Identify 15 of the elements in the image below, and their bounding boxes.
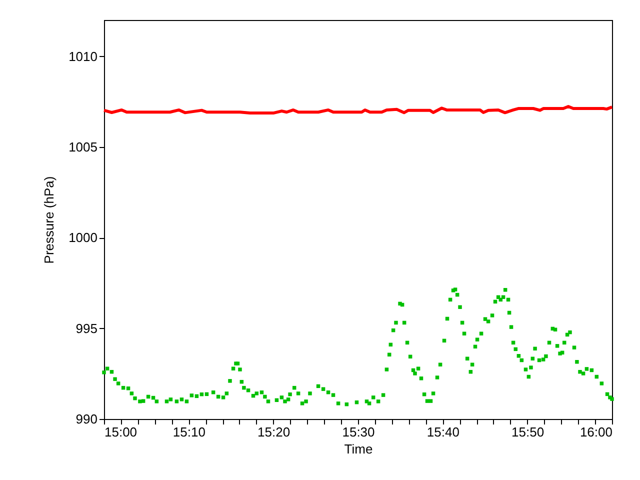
- y-axis-title: Pressure (hPa): [42, 176, 57, 264]
- x-tick-label: 15:20: [258, 424, 290, 440]
- line-series: [102, 105, 614, 115]
- x-tick-label: 15:50: [512, 424, 544, 440]
- x-tick-label: 15:40: [426, 424, 460, 440]
- x-tick-label: 15:00: [104, 424, 138, 440]
- x-tick-label: 15:30: [342, 424, 375, 440]
- x-axis-title: Time: [344, 442, 373, 456]
- y-tick-label: 1000: [68, 230, 98, 246]
- y-tick-label: 1005: [68, 139, 98, 154]
- y-tick-label: 995: [76, 320, 98, 336]
- y-tick-label: 1010: [68, 48, 98, 64]
- x-tick-label: 15:10: [172, 424, 206, 440]
- y-tick-label: 990: [76, 412, 98, 426]
- x-tick-label: 16:00: [580, 424, 612, 440]
